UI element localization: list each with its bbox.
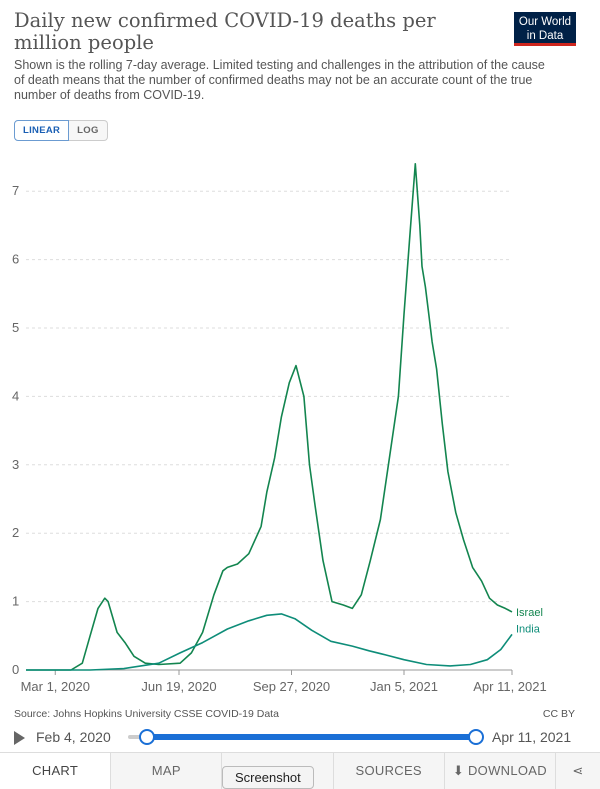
timeline-start-label: Feb 4, 2020 bbox=[36, 729, 111, 745]
series-label-israel[interactable]: Israel bbox=[516, 607, 543, 619]
y-tick-label: 2 bbox=[12, 525, 19, 540]
source-note[interactable]: Source: Johns Hopkins University CSSE CO… bbox=[14, 708, 279, 720]
y-tick-label: 4 bbox=[12, 388, 19, 403]
share-button[interactable]: ⋖ bbox=[556, 753, 600, 789]
y-tick-label: 1 bbox=[12, 594, 19, 609]
y-tick-label: 3 bbox=[12, 457, 19, 472]
grid-lines bbox=[26, 190, 512, 603]
axes: 0 1 2 3 4 5 6 7 Mar 1, 2020 Jun 19, 2020 Sep 27, 2… bbox=[12, 183, 547, 694]
series-lines bbox=[26, 163, 513, 671]
x-tick-label: Jun 19, 2020 bbox=[141, 679, 216, 694]
timeline-range[interactable] bbox=[146, 734, 476, 740]
y-tick-label: 0 bbox=[12, 662, 19, 677]
license-link[interactable]: CC BY bbox=[542, 708, 575, 720]
series-line-israel[interactable] bbox=[26, 163, 513, 671]
x-tick-label: Jan 5, 2021 bbox=[370, 679, 438, 694]
chart-title: Daily new confirmed COVID-19 deaths per … bbox=[14, 9, 436, 54]
tab-download[interactable]: ⬇ DOWNLOAD bbox=[445, 753, 557, 789]
timeline-start-handle[interactable] bbox=[139, 729, 155, 745]
series-line-india[interactable] bbox=[26, 613, 513, 671]
scale-toggle: LINEAR LOG bbox=[14, 120, 108, 141]
y-tick-label: 5 bbox=[12, 320, 19, 335]
owid-logo[interactable]: Our World in Data bbox=[514, 12, 576, 46]
x-tick-label: Apr 11, 2021 bbox=[473, 679, 546, 694]
timeline-slider: Feb 4, 2020 Apr 11, 2021 bbox=[0, 726, 600, 748]
tab-chart[interactable]: CHART bbox=[0, 753, 112, 789]
tab-map[interactable]: MAP bbox=[111, 753, 223, 789]
log-scale-button[interactable]: LOG bbox=[69, 120, 108, 141]
share-icon: ⋖ bbox=[572, 763, 584, 778]
play-icon[interactable] bbox=[14, 731, 25, 745]
tab-sources[interactable]: SOURCES bbox=[334, 753, 445, 789]
series-labels: Israel India bbox=[516, 607, 543, 636]
logo-line-2: in Data bbox=[526, 30, 564, 42]
download-icon: ⬇ bbox=[452, 763, 468, 778]
timeline-end-label: Apr 11, 2021 bbox=[492, 729, 572, 745]
chart-plot: 0 1 2 3 4 5 6 7 Mar 1, 2020 Jun 19, 2020 Sep 27, 2… bbox=[12, 163, 547, 694]
download-label: DOWNLOAD bbox=[467, 763, 547, 778]
series-label-india[interactable]: India bbox=[516, 623, 541, 635]
timeline-end-handle[interactable] bbox=[468, 729, 484, 745]
y-tick-label: 7 bbox=[12, 183, 19, 198]
x-tick-label: Mar 1, 2020 bbox=[21, 679, 90, 694]
screenshot-tooltip: Screenshot bbox=[222, 766, 314, 789]
chart-subtitle: Shown is the rolling 7-day average. Limi… bbox=[14, 58, 545, 102]
x-tick-label: Sep 27, 2020 bbox=[253, 679, 330, 694]
y-tick-label: 6 bbox=[12, 252, 19, 267]
linear-scale-button[interactable]: LINEAR bbox=[14, 120, 70, 141]
logo-line-1: Our World bbox=[518, 16, 572, 28]
